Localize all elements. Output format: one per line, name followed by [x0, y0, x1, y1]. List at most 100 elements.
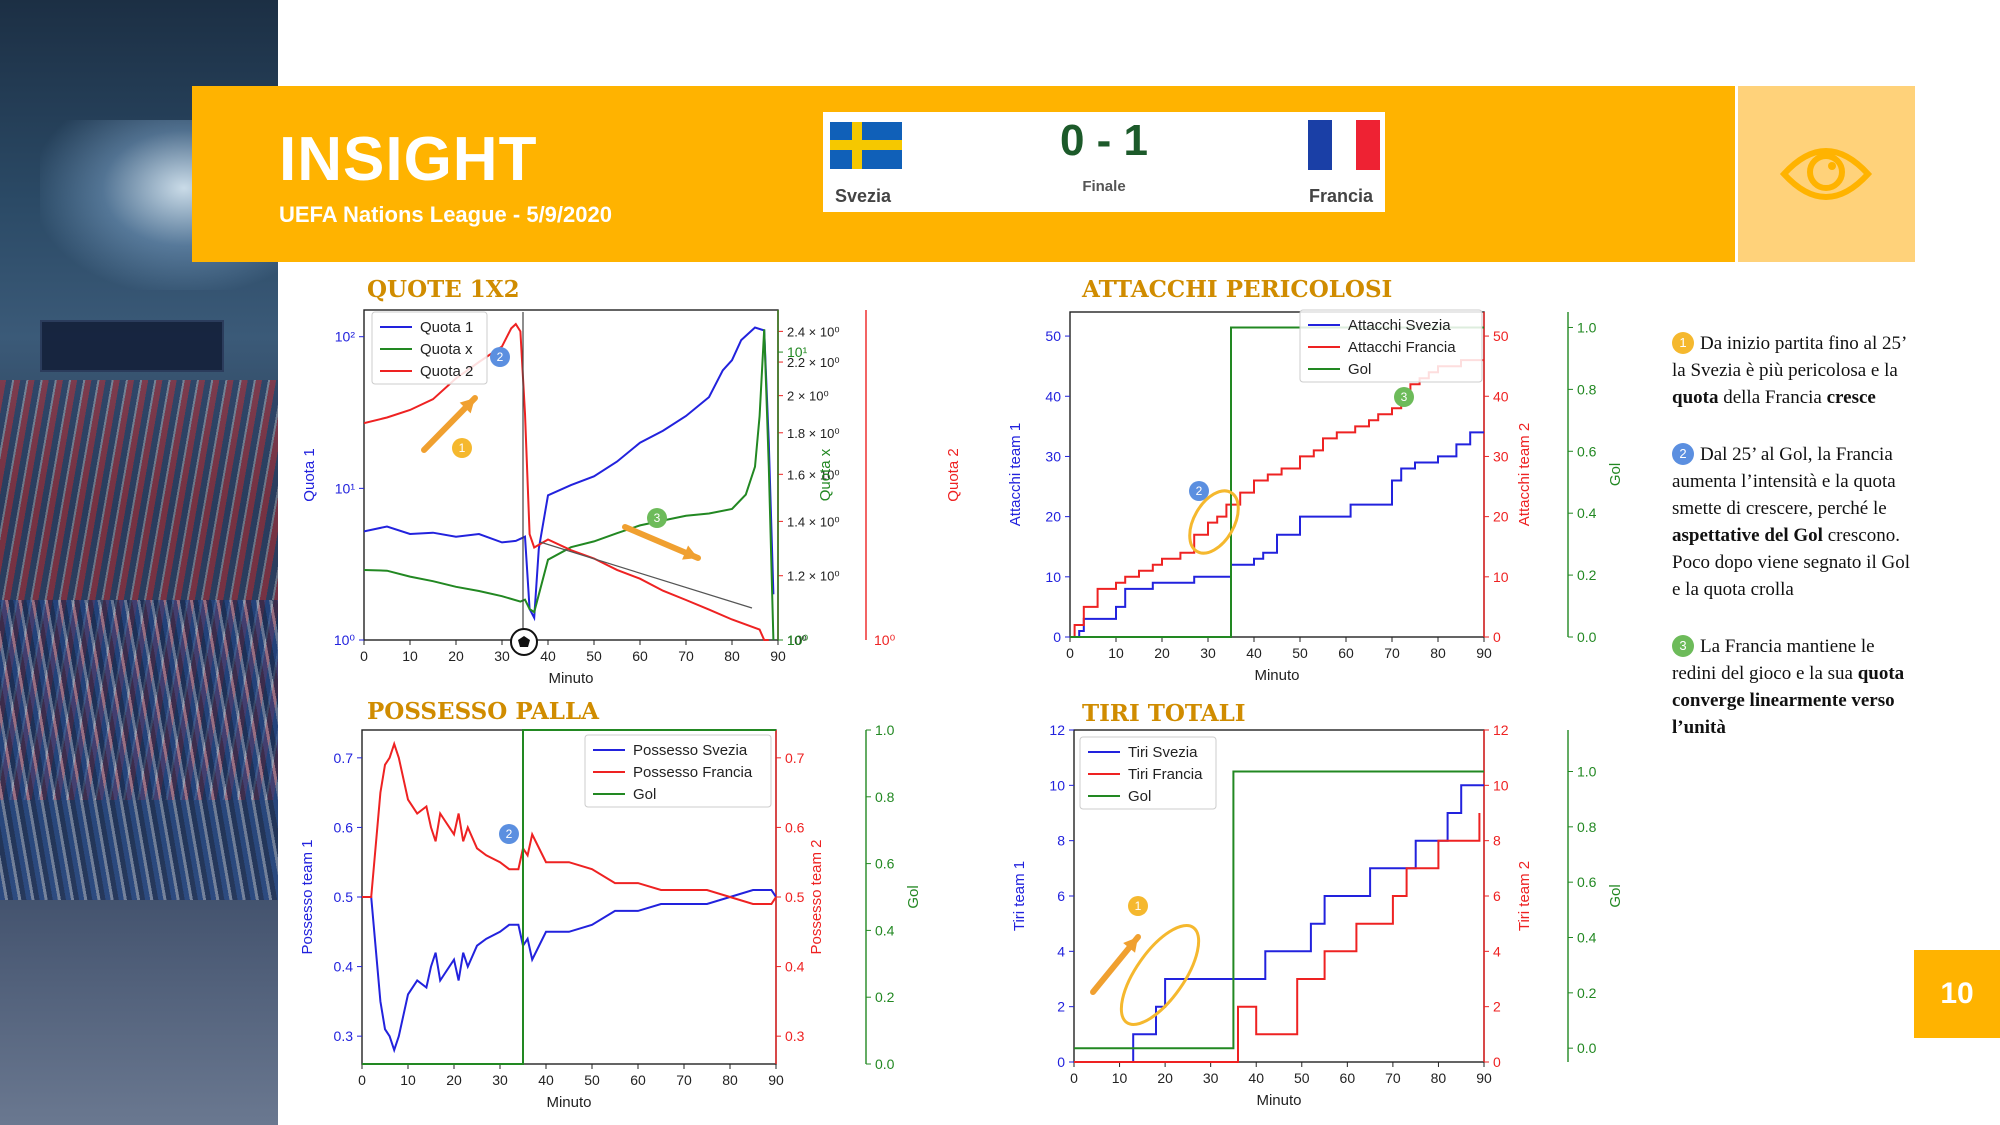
left-tick-label: 10	[1049, 777, 1065, 793]
x-tick-label: 0	[1070, 1070, 1078, 1086]
chart-quote: 0 10 20 30 40 50 60 70 80 90 Minuto 10⁰ 10¹ 10² Quota …	[301, 309, 962, 687]
annotation-circle	[490, 347, 510, 367]
chart-title-possesso: POSSESSO PALLA	[367, 698, 599, 725]
right1-tick-label: 0.3	[785, 1028, 805, 1044]
right1-tick-label: 0.4	[785, 959, 805, 975]
x-tick-label: 10	[1108, 645, 1124, 661]
right1-axis-label: Attacchi team 2	[1516, 423, 1533, 526]
header-eye-tab	[1738, 86, 1915, 262]
right2-tick-label: 0.4	[1577, 505, 1597, 521]
legend-box	[1299, 309, 1483, 383]
x-tick-label: 90	[1476, 645, 1492, 661]
x-tick-label: 80	[722, 1072, 738, 1088]
right2-tick-label: 0.4	[875, 922, 895, 938]
right1-tick-label: 1.6 × 10⁰	[787, 467, 840, 482]
right1-tick-label: 2	[1493, 999, 1501, 1015]
annotation-circle	[647, 508, 667, 528]
x-tick-label: 60	[630, 1072, 646, 1088]
left-tick-label: 0.4	[334, 959, 354, 975]
x-tick-label: 30	[494, 648, 510, 664]
right2-tick-label: 0.6	[1577, 874, 1597, 890]
arrow-quote-up	[421, 395, 478, 453]
right1-tick-label: 10	[1493, 777, 1509, 793]
legend-entry: Tiri Svezia	[1128, 744, 1198, 761]
x-tick-label: 90	[768, 1072, 784, 1088]
x-tick-label: 60	[1340, 1070, 1356, 1086]
right1-tick-label: 40	[1493, 388, 1509, 404]
right1-tick-label: 50	[1493, 328, 1509, 344]
series-line-tiri-francia	[1074, 813, 1481, 1063]
annotation-badge-2: 2	[499, 824, 519, 844]
legend-entry: Gol	[1348, 361, 1371, 378]
right1-tick-label: 12	[1493, 722, 1509, 738]
right2-tick-label: 10⁰	[787, 632, 809, 648]
left-tick-label: 50	[1045, 328, 1061, 344]
legend-entry: Quota 2	[420, 363, 473, 380]
right1-axis-label: Quota 2	[945, 448, 962, 501]
annotation-circle	[499, 824, 519, 844]
right2-tick-label: 0.0	[1577, 629, 1597, 645]
annotation-number: 2	[506, 827, 513, 841]
annotation-number: 1	[1135, 899, 1142, 913]
right2-axis-label: Gol	[1607, 884, 1624, 907]
x-tick-label: 60	[632, 648, 648, 664]
note-3: 3 La Francia mantiene le redini del gioco…	[1672, 633, 1920, 741]
legend-entry: Possesso Francia	[633, 764, 753, 781]
left-tick-label: 4	[1057, 943, 1065, 959]
legend-box	[1079, 736, 1217, 810]
page-subtitle: UEFA Nations League - 5/9/2020	[279, 202, 612, 227]
x-tick-label: 40	[540, 648, 556, 664]
arrow-quote-down	[622, 524, 701, 561]
note-1: 1 Da inizio partita fino al 25’ la Svezia…	[1672, 330, 1920, 411]
arrow-head	[1123, 937, 1138, 953]
x-axis-label: Minuto	[1256, 1092, 1301, 1109]
soccer-ball-icon	[510, 628, 538, 656]
left-axis-label: Quota 1	[301, 448, 318, 501]
right2-tick-label: 0.0	[875, 1056, 895, 1072]
legend: Quota 1 Quota x Quota 2	[371, 311, 488, 385]
x-tick-label: 30	[1200, 645, 1216, 661]
right1-tick-label: 1.4 × 10⁰	[787, 514, 840, 529]
x-tick-label: 30	[492, 1072, 508, 1088]
legend-entry: Quota x	[420, 341, 473, 358]
legend: Tiri Svezia Tiri Francia Gol	[1079, 736, 1217, 810]
left-axis-label: Attacchi team 1	[1007, 423, 1024, 526]
score-card: Svezia 0 - 1 Finale Francia	[823, 112, 1385, 212]
right2-axis-label: Gol	[1607, 463, 1624, 486]
x-tick-label: 50	[586, 648, 602, 664]
series-line-attacchi-svezia	[1070, 431, 1484, 638]
annotation-badge-2: 2	[1189, 481, 1209, 501]
right2-tick-label: 0.2	[875, 989, 895, 1005]
x-tick-label: 0	[360, 648, 368, 664]
x-tick-label: 70	[1384, 645, 1400, 661]
note-badge-3: 3	[1672, 635, 1694, 657]
x-tick-label: 70	[676, 1072, 692, 1088]
left-tick-label: 0.5	[334, 889, 354, 905]
note-text-2: Dal 25’ al Gol, la Francia aumenta l’int…	[1672, 444, 1910, 600]
annotation-circle	[1128, 896, 1148, 916]
annotation-number: 2	[1196, 484, 1203, 498]
x-tick-label: 40	[1246, 645, 1262, 661]
right1-tick-label: 10	[1493, 569, 1509, 585]
right1-tick-label: 0	[1493, 1054, 1501, 1070]
right1-tick-label: 8	[1493, 833, 1501, 849]
x-axis-label: Minuto	[546, 1094, 591, 1111]
right2-tick-label: 0.2	[1577, 985, 1597, 1001]
chart-title-tiri: TIRI TOTALI	[1082, 700, 1246, 727]
legend-entry: Gol	[1128, 788, 1151, 805]
right1-tick-label: 2 × 10⁰	[787, 389, 829, 404]
away-team-name: Francia	[1309, 186, 1374, 206]
page-number: 10	[1914, 950, 2000, 1038]
x-tick-label: 50	[1294, 1070, 1310, 1086]
right2-tick-label: 1.0	[875, 722, 895, 738]
right1-tick-label: 0	[1493, 629, 1501, 645]
chart-attacchi: 0 10 20 30 40 50 60 70 80 90Minuto01020304050Atta…	[1007, 309, 1624, 684]
right1-tick-label: 30	[1493, 448, 1509, 464]
x-tick-label: 70	[678, 648, 694, 664]
arrow-head	[459, 398, 475, 414]
annotation-number: 3	[654, 511, 661, 525]
right2-tick-label: 1.0	[1577, 764, 1597, 780]
right1-tick-label: 2.2 × 10⁰	[787, 355, 840, 370]
series-line-gol	[1074, 770, 1484, 1050]
